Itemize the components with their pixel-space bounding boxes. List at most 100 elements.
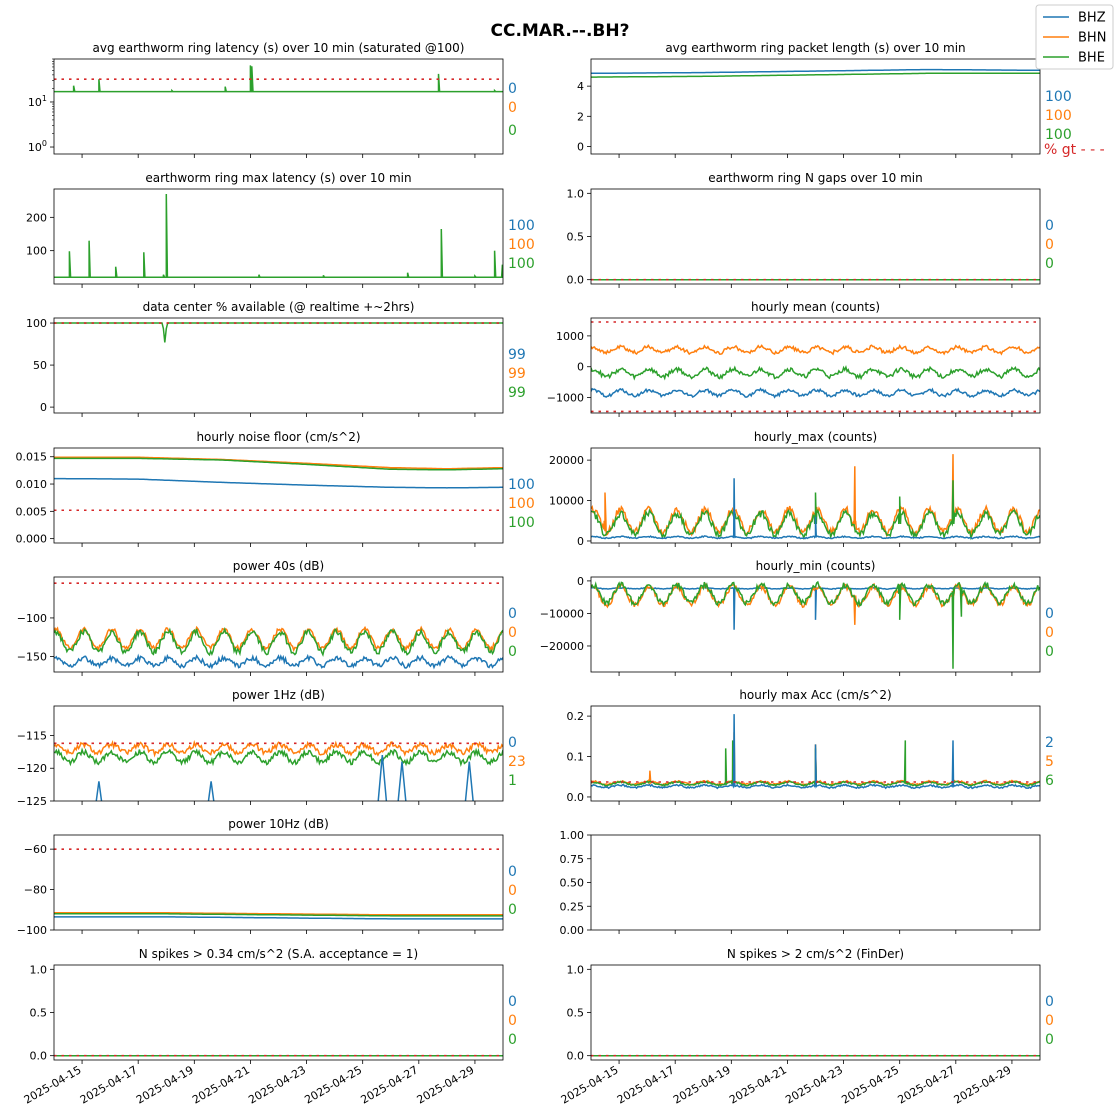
y-tick-label: 1.0 (567, 187, 585, 200)
channel-annotation: 0 (508, 1032, 517, 1048)
panel-title: hourly_min (counts) (756, 559, 876, 573)
panel-title: hourly max Acc (cm/s^2) (739, 688, 891, 702)
channel-annotation: 100 (508, 237, 535, 253)
plot-area (591, 454, 1040, 541)
y-tick-label: 20000 (549, 454, 584, 467)
channel-annotation: 0 (1045, 1032, 1054, 1048)
channel-annotation: 100 (508, 496, 535, 512)
y-tick-label: 4 (577, 80, 584, 93)
panel-title: earthworm ring max latency (s) over 10 m… (145, 171, 411, 185)
panel-title: avg earthworm ring latency (s) over 10 m… (93, 41, 465, 55)
y-tick-label: 0.5 (567, 1007, 585, 1020)
threshold-label: % gt - - - (1044, 142, 1105, 158)
x-tick-label: 2025-04-19 (134, 1063, 196, 1106)
y-tick-label: 0.5 (567, 231, 585, 244)
panel-title: hourly_max (counts) (754, 430, 877, 444)
y-tick-label: 101 (28, 94, 47, 109)
y-tick-label: 100 (26, 245, 47, 258)
y-tick-label: 100 (28, 139, 47, 154)
y-tick-label: 2 (577, 110, 584, 123)
series-line-bhz (95, 755, 499, 801)
panel-title: data center % available (@ realtime +~2h… (143, 300, 415, 314)
y-tick-label: −100 (17, 924, 47, 937)
y-tick-label: 0.0 (567, 791, 585, 804)
panel-p4: earthworm ring N gaps over 10 min 0.0 0.5 1… (567, 171, 1054, 288)
panel-title: hourly mean (counts) (751, 300, 880, 314)
axes-frame (590, 576, 1041, 673)
channel-annotation: 0 (508, 864, 517, 880)
channel-annotation: 100 (508, 218, 535, 234)
panel-p13: power 10Hz (dB) −100 −80 −60 0 0 0 (17, 817, 517, 937)
channel-annotation: 0 (1045, 256, 1054, 272)
channel-annotation: 0 (508, 883, 517, 899)
x-tick-label: 2025-04-29 (415, 1063, 477, 1106)
channel-annotation: 0 (508, 644, 517, 660)
channel-annotation: 0 (1045, 218, 1054, 234)
series-line-bhe (591, 364, 1040, 381)
x-tick-label: 2025-04-29 (952, 1063, 1014, 1106)
channel-annotation: 2 (1045, 735, 1054, 751)
channel-annotation: 0 (508, 1013, 517, 1029)
legend-label-bhz: BHZ (1078, 11, 1106, 26)
y-tick-label: 1.00 (560, 829, 585, 842)
y-tick-label: −125 (17, 795, 47, 808)
series-line-bhn (54, 912, 503, 916)
channel-annotation: 5 (1045, 754, 1054, 770)
y-tick-label: 10000 (549, 495, 584, 508)
y-tick-label: −100 (17, 612, 47, 625)
panel-p10: hourly_min (counts) −20000 −10000 0 0 0 0 (540, 559, 1054, 676)
y-tick-label: −1000 (547, 392, 584, 405)
panel-p12: hourly max Acc (cm/s^2) 0.0 0.1 0.2 2 5 6 (567, 688, 1054, 805)
x-tick-label: 2025-04-25 (302, 1063, 364, 1106)
series-line-bhe (54, 322, 503, 343)
channel-annotation: 0 (508, 625, 517, 641)
channel-annotation: 0 (508, 81, 517, 97)
axes-frame (53, 447, 504, 544)
channel-annotation: 99 (508, 385, 526, 401)
channel-annotation: 99 (508, 347, 526, 363)
series-line-bhn (54, 456, 503, 470)
panel-title: power 10Hz (dB) (228, 817, 329, 831)
x-tick-label: 2025-04-23 (783, 1063, 845, 1106)
series-line-bhe (591, 480, 1040, 541)
panel-p6: hourly mean (counts) −1000 0 1000 (547, 300, 1041, 417)
series-line-bhe (591, 580, 1040, 669)
y-tick-label: −60 (24, 843, 47, 856)
axes-frame (590, 964, 1041, 1061)
axes-frame (590, 317, 1041, 414)
axes-frame (53, 317, 504, 414)
series-line-bhe (591, 740, 1040, 787)
series-line-bhn (54, 739, 503, 758)
axes-frame (590, 834, 1041, 931)
y-tick-label: 0.0 (30, 1050, 48, 1063)
series-line-bhz (591, 714, 1040, 790)
plot-area (591, 321, 1040, 413)
y-tick-label: 50 (33, 359, 47, 372)
channel-annotation: 23 (508, 754, 526, 770)
plot-area (54, 65, 503, 93)
axes-frame (53, 58, 504, 155)
panel-p7: hourly noise floor (cm/s^2) 0.000 0.005 0.0… (16, 430, 535, 547)
plot-area (54, 193, 503, 279)
y-tick-label: 0.75 (560, 853, 585, 866)
series-line-bhz (591, 478, 1040, 540)
y-tick-label: 1000 (556, 330, 584, 343)
channel-annotation: 0 (508, 606, 517, 622)
series-line-bhe (54, 747, 503, 768)
y-tick-label: 1.0 (30, 963, 48, 976)
y-tick-label: 0.010 (16, 478, 48, 491)
y-tick-label: 0.000 (16, 533, 48, 546)
y-tick-label: 0.25 (560, 900, 585, 913)
panel-p3: earthworm ring max latency (s) over 10 m… (26, 171, 535, 288)
plot-area (591, 580, 1040, 669)
x-tick-label: 2025-04-27 (358, 1063, 420, 1106)
channel-annotation: 100 (508, 515, 535, 531)
series-line-bhn (54, 625, 503, 653)
y-tick-label: −120 (17, 762, 47, 775)
y-tick-label: −20000 (540, 640, 584, 653)
panel-p8: hourly_max (counts) 0 10000 20000 (549, 430, 1041, 548)
x-tick-label: 2025-04-23 (246, 1063, 308, 1106)
panel-p16: N spikes > 2 cm/s^2 (FinDer) 0.0 0.5 1.0 0 0 0… (559, 947, 1054, 1107)
x-tick-label: 2025-04-21 (727, 1063, 789, 1106)
series-line-bhz (54, 477, 503, 489)
